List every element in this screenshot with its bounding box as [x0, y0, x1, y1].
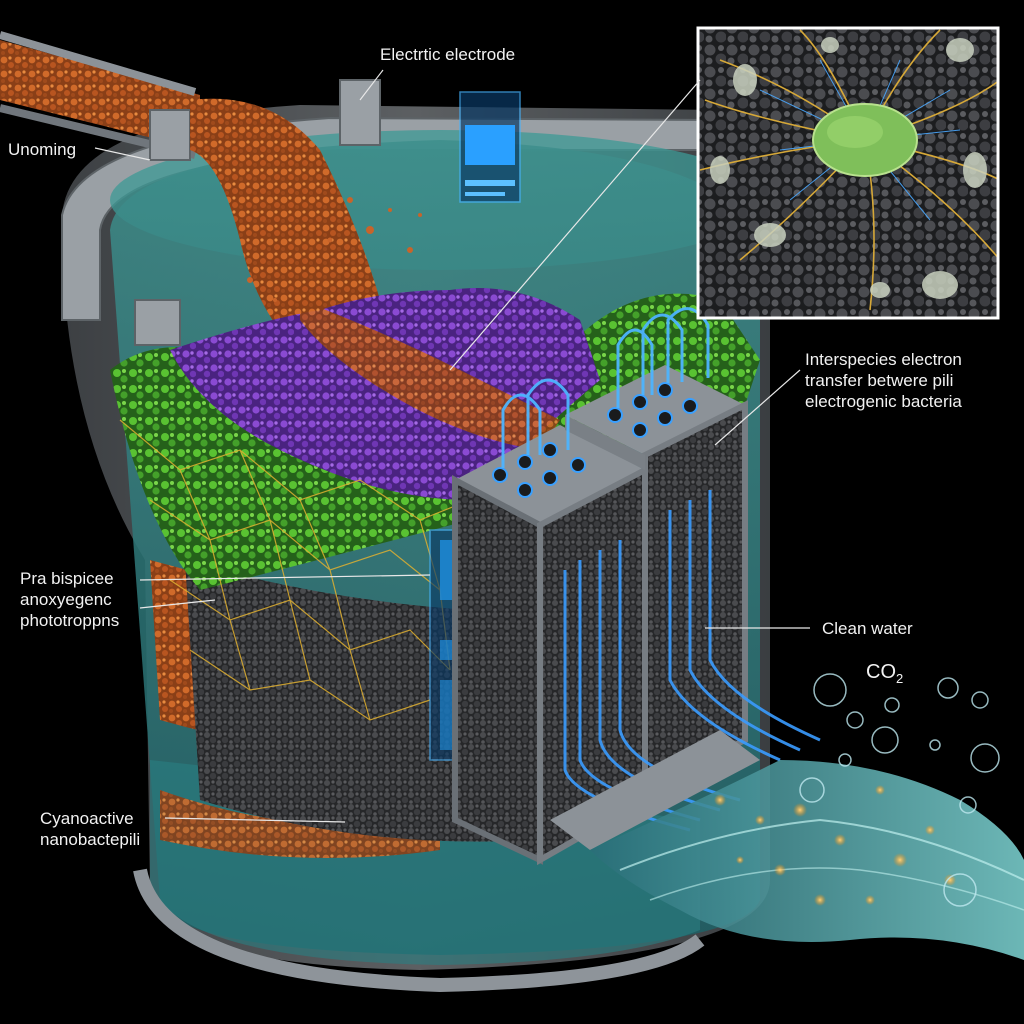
label-co2-subscript: 2 [896, 671, 904, 686]
purple-layer [170, 288, 600, 500]
electrode-loops [501, 307, 710, 468]
label-phototrophs: Pra bispicee anoxyegenc phototroppns [20, 569, 120, 630]
glowing-particles [714, 785, 956, 906]
label-cyanoactive-nanobactepili: Cyanoactive nanobactepili [40, 809, 141, 849]
label-incoming: Unoming [8, 140, 77, 159]
clean-water-outflow [550, 730, 1024, 960]
label-clean-water: Clean water [822, 619, 913, 638]
sludge-band [300, 300, 560, 450]
bacterium-micrograph-icon [696, 26, 1000, 320]
bubble-icon [799, 673, 1000, 907]
electrode-block-back [565, 365, 748, 795]
suspended-particles [247, 197, 422, 302]
label-electric-electrode: Electrtic electrode [380, 45, 516, 64]
electron-network [119, 419, 471, 721]
leader-lines [94, 69, 810, 823]
label-interspecies-electron-transfer: Interspecies electron transfer betwere p… [805, 350, 962, 411]
label-co2: CO2 [866, 661, 904, 687]
electrode-display [459, 91, 521, 203]
inlet-pipe [0, 31, 381, 346]
